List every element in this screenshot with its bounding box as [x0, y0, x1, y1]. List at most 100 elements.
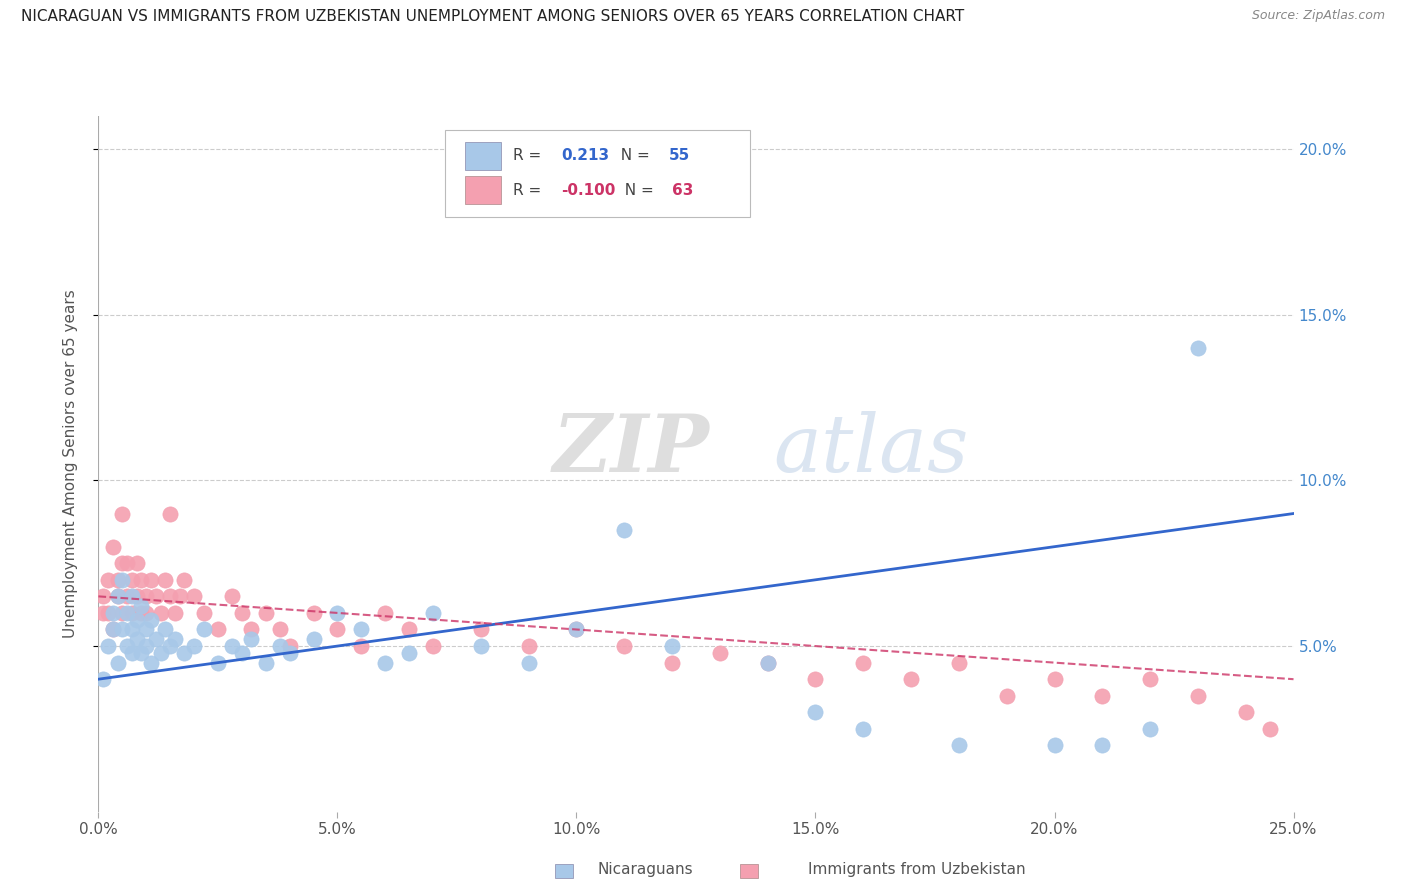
Point	[131, 646, 153, 660]
Point	[125, 613, 148, 627]
Point	[145, 590, 167, 604]
Point	[1091, 739, 1114, 753]
Point	[115, 556, 138, 570]
Text: NICARAGUAN VS IMMIGRANTS FROM UZBEKISTAN UNEMPLOYMENT AMONG SENIORS OVER 65 YEAR: NICARAGUAN VS IMMIGRANTS FROM UZBEKISTAN…	[21, 9, 965, 24]
Point	[661, 656, 683, 670]
Text: R =: R =	[513, 148, 547, 163]
Point	[125, 632, 148, 647]
Point	[613, 639, 636, 653]
Point	[135, 606, 157, 620]
Point	[139, 613, 162, 627]
Point	[115, 639, 138, 653]
Point	[125, 590, 148, 604]
Point	[173, 573, 195, 587]
Point	[207, 623, 229, 637]
Point	[374, 656, 396, 670]
Text: Nicaraguans: Nicaraguans	[598, 863, 693, 877]
Point	[221, 590, 243, 604]
Point	[149, 606, 172, 620]
Point	[91, 672, 114, 686]
Bar	[555, 864, 574, 878]
Point	[900, 672, 922, 686]
Point	[852, 656, 875, 670]
Point	[278, 639, 301, 653]
Text: Immigrants from Uzbekistan: Immigrants from Uzbekistan	[808, 863, 1026, 877]
Point	[398, 623, 420, 637]
Point	[111, 606, 134, 620]
Text: R =: R =	[513, 183, 547, 198]
Point	[159, 590, 181, 604]
Point	[470, 639, 492, 653]
Point	[139, 656, 162, 670]
Point	[565, 623, 588, 637]
Point	[1139, 672, 1161, 686]
Point	[254, 656, 277, 670]
Text: -0.100: -0.100	[561, 183, 616, 198]
Point	[231, 606, 253, 620]
Point	[804, 706, 827, 720]
Point	[254, 606, 277, 620]
Point	[91, 606, 114, 620]
Point	[240, 632, 263, 647]
Point	[278, 646, 301, 660]
Point	[326, 606, 349, 620]
Point	[517, 656, 540, 670]
Point	[1043, 672, 1066, 686]
Point	[101, 623, 124, 637]
Point	[302, 632, 325, 647]
Point	[145, 632, 167, 647]
Point	[193, 606, 215, 620]
Point	[207, 656, 229, 670]
Point	[155, 573, 177, 587]
Point	[97, 606, 120, 620]
Point	[121, 590, 143, 604]
Point	[565, 623, 588, 637]
Point	[374, 606, 396, 620]
Point	[350, 639, 373, 653]
Point	[131, 606, 153, 620]
Point	[107, 590, 129, 604]
Point	[709, 646, 731, 660]
Point	[1258, 722, 1281, 736]
FancyBboxPatch shape	[465, 142, 501, 169]
Point	[163, 632, 186, 647]
Point	[398, 646, 420, 660]
Point	[121, 646, 143, 660]
Point	[121, 623, 143, 637]
Point	[269, 639, 291, 653]
Point	[135, 623, 157, 637]
Point	[135, 639, 157, 653]
Point	[131, 599, 153, 614]
Point	[948, 656, 970, 670]
Point	[756, 656, 779, 670]
Point	[111, 573, 134, 587]
Point	[121, 573, 143, 587]
Point	[163, 606, 186, 620]
Text: ZIP: ZIP	[553, 411, 710, 489]
Point	[804, 672, 827, 686]
Point	[470, 623, 492, 637]
Point	[101, 606, 124, 620]
Point	[422, 606, 444, 620]
Point	[111, 623, 134, 637]
Point	[302, 606, 325, 620]
Point	[756, 656, 779, 670]
Point	[221, 639, 243, 653]
Point	[173, 646, 195, 660]
Point	[193, 623, 215, 637]
Point	[107, 590, 129, 604]
Y-axis label: Unemployment Among Seniors over 65 years: Unemployment Among Seniors over 65 years	[63, 290, 77, 638]
Point	[1139, 722, 1161, 736]
Point	[101, 623, 124, 637]
Text: atlas: atlas	[773, 411, 969, 489]
Point	[1091, 689, 1114, 703]
Point	[1234, 706, 1257, 720]
Point	[139, 573, 162, 587]
Point	[135, 590, 157, 604]
Point	[517, 639, 540, 653]
Point	[613, 523, 636, 537]
Text: N =: N =	[614, 183, 658, 198]
Point	[183, 639, 205, 653]
FancyBboxPatch shape	[444, 130, 749, 217]
Text: 0.213: 0.213	[561, 148, 609, 163]
